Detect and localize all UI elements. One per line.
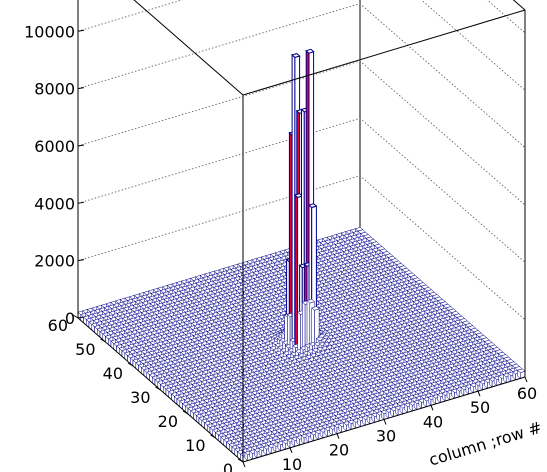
z-gridline	[77, 60, 526, 206]
z-gridline	[77, 175, 526, 321]
frame-back-edge	[512, 0, 526, 11]
z-gridline	[486, 0, 526, 34]
z-gridline	[77, 117, 526, 263]
bars	[77, 48, 526, 463]
z-gridline	[77, 3, 526, 148]
z-gridline	[77, 0, 526, 91]
